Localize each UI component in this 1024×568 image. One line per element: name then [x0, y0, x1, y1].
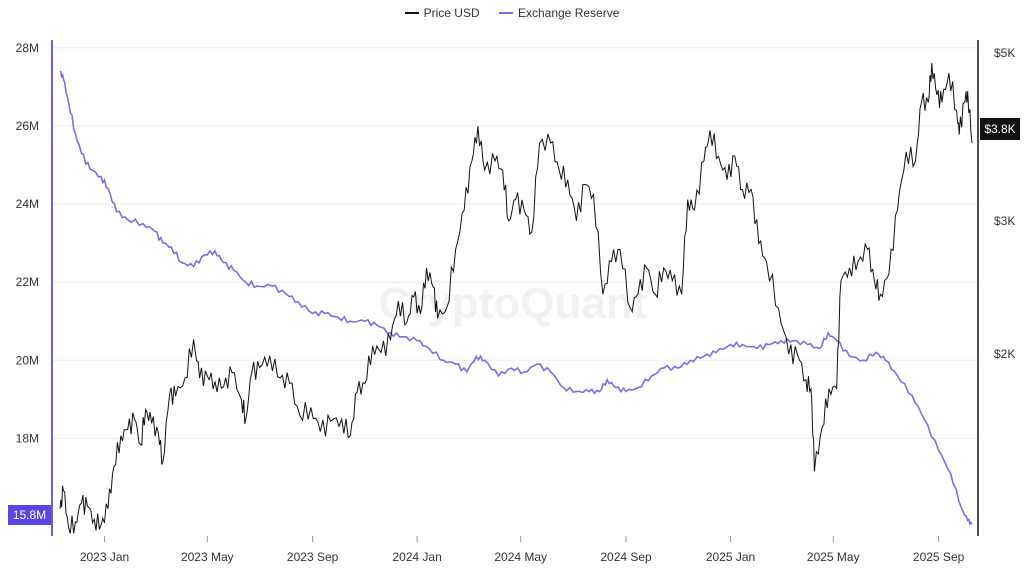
reserve-badge-bg [8, 505, 51, 525]
series-line-exchange-reserve[interactable] [59, 70, 973, 526]
legend: Price USD Exchange Reserve [0, 3, 1024, 20]
legend-swatch-price [404, 12, 419, 14]
x-tick-label: 2024 May [494, 550, 547, 564]
x-axis-ticks: 2023 Jan 2023 May 2023 Sep 2024 Jan 2024 May… [80, 536, 965, 564]
right-tick-label: $5K [994, 46, 1015, 60]
left-tick-label: 24M [16, 197, 39, 211]
left-axis-ticks: 28M 26M 24M 22M 20M 18M [16, 41, 39, 446]
right-tick-label: $3K [994, 214, 1015, 228]
reserve-badge-text: 15.8M [13, 508, 46, 522]
reserve-value-badge: 15.8M [8, 505, 51, 525]
x-tick-label: 2023 Sep [287, 550, 339, 564]
left-tick-label: 18M [16, 431, 39, 445]
x-tick-label: 2024 Sep [600, 550, 652, 564]
left-tick-label: 26M [16, 119, 39, 133]
watermark: CryptoQuant [379, 279, 648, 328]
price-badge-text: $3.8K [984, 122, 1015, 136]
series-line-price-usd[interactable] [59, 62, 973, 534]
left-tick-label: 20M [16, 353, 39, 367]
x-tick-label: 2024 Jan [392, 550, 441, 564]
right-axis-ticks: $5K$4K$3K$2K [994, 46, 1015, 361]
x-tick-label: 2025 May [807, 550, 860, 564]
legend-item-reserve[interactable]: Exchange Reserve [498, 6, 620, 20]
legend-label-reserve: Exchange Reserve [517, 6, 620, 20]
legend-label-price: Price USD [423, 6, 480, 20]
legend-item-price[interactable]: Price USD [404, 6, 480, 20]
x-tick-label: 2025 Sep [913, 550, 965, 564]
x-tick-label: 2025 Jan [706, 550, 755, 564]
price-value-badge: $3.8K [980, 118, 1020, 140]
right-tick-label: $2K [994, 347, 1015, 361]
grid-lines [52, 47, 978, 439]
x-tick-label: 2023 May [181, 550, 234, 564]
left-tick-label: 22M [16, 275, 39, 289]
legend-swatch-reserve [498, 12, 513, 14]
left-tick-label: 28M [16, 41, 39, 55]
price-badge-bg [980, 118, 1020, 140]
x-tick-label: 2023 Jan [80, 550, 129, 564]
